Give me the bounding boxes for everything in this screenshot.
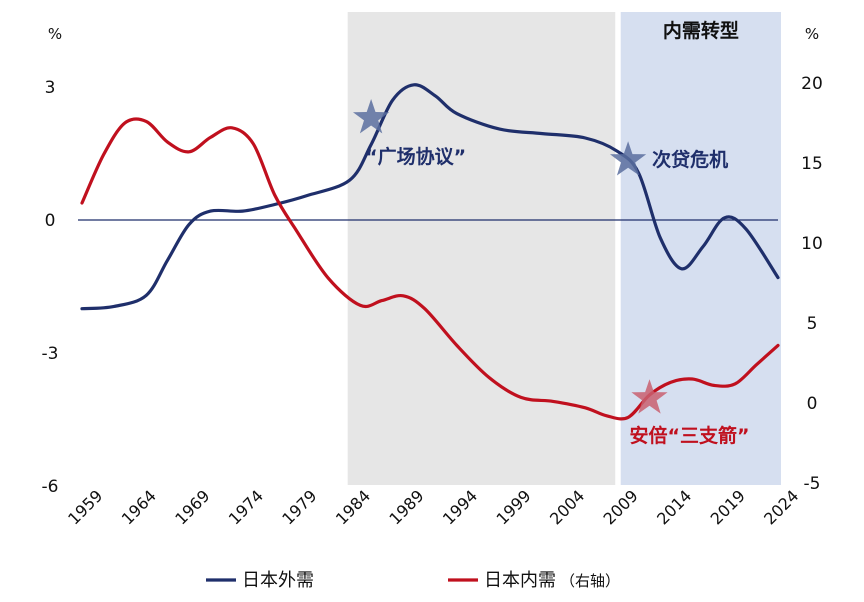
x-axis-tick: 2009: [600, 486, 642, 528]
legend-label: 日本内需: [484, 570, 556, 591]
right-axis-tick: -5: [804, 474, 821, 494]
annotation-label: 安倍“三支箭”: [630, 424, 750, 447]
left-axis-tick: -3: [42, 344, 59, 364]
shaded-region-label: 内需转型: [663, 19, 739, 42]
right-axis-tick: 10: [801, 234, 823, 254]
right-axis-tick: 15: [801, 154, 823, 174]
legend-label-suffix: （右轴）: [560, 572, 620, 590]
x-axis-tick: 1989: [385, 486, 427, 528]
series-line-domestic-demand: [80, 117, 780, 421]
right-axis-tick: 20: [801, 74, 823, 94]
left-axis-tick: -6: [42, 477, 59, 497]
x-axis-tick: 1964: [118, 486, 160, 528]
x-axis-tick: 1999: [492, 486, 534, 528]
series-line-external-demand: [80, 83, 780, 311]
right-axis-tick: 0: [807, 394, 818, 414]
right-axis-unit: %: [805, 25, 819, 43]
legend-label: 日本外需: [242, 570, 314, 591]
x-axis-tick: 1984: [332, 486, 374, 528]
annotation-star-icon: [610, 141, 647, 176]
x-axis-tick: 1969: [171, 486, 213, 528]
x-axis-tick: 1994: [439, 486, 481, 528]
left-axis-unit: %: [48, 25, 62, 43]
x-axis-tick: 2014: [653, 486, 695, 528]
x-axis-tick: 1959: [64, 486, 106, 528]
left-axis-tick: 0: [45, 211, 56, 231]
x-axis-tick: 2024: [760, 486, 802, 528]
left-axis-tick: 3: [45, 78, 56, 98]
x-axis-tick: 1974: [225, 486, 267, 528]
right-axis-tick: 5: [807, 314, 818, 334]
annotation-star-icon: [353, 99, 390, 134]
shaded-region-1: [347, 12, 616, 485]
annotation-label: “广场协议”: [365, 145, 466, 168]
annotation-label: 次贷危机: [652, 148, 728, 171]
x-axis-tick: 1979: [278, 486, 320, 528]
x-axis-tick: 2004: [546, 486, 588, 528]
annotation-star-icon: [631, 379, 668, 414]
x-axis-tick: 2019: [707, 486, 749, 528]
